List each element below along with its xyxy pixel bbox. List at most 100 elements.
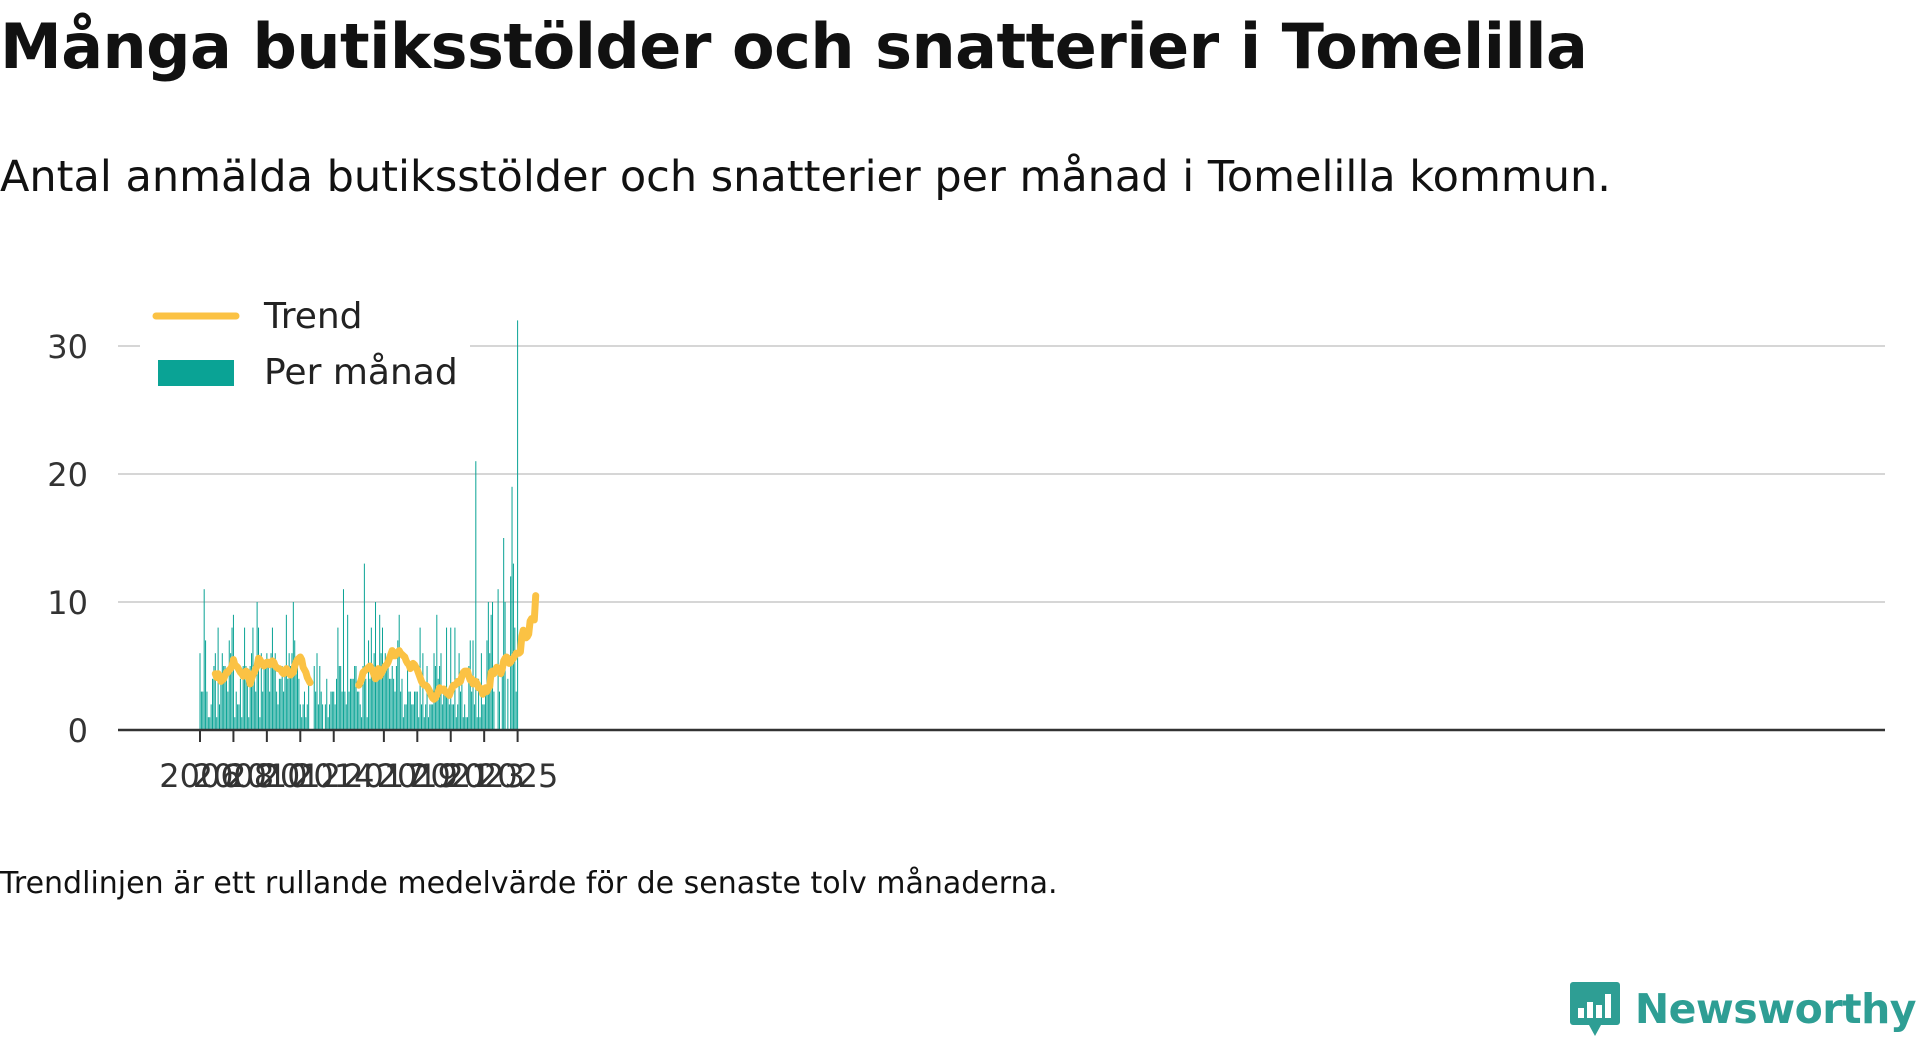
- bar: [205, 640, 207, 730]
- bar: [347, 614, 349, 730]
- bar: [363, 563, 365, 730]
- bar: [331, 691, 333, 730]
- bar: [365, 678, 367, 730]
- bar: [213, 666, 215, 730]
- bar: [395, 666, 397, 730]
- bar: [281, 666, 283, 730]
- bar: [439, 666, 441, 730]
- bar: [264, 666, 266, 730]
- bar: [443, 691, 445, 730]
- bar: [241, 717, 243, 730]
- bar: [375, 602, 377, 730]
- bar: [330, 691, 332, 730]
- bar: [262, 691, 264, 730]
- bar: [202, 691, 204, 730]
- bar: [338, 666, 340, 730]
- bar: [291, 653, 293, 730]
- bar: [294, 640, 296, 730]
- bar: [427, 717, 429, 730]
- bar: [319, 666, 321, 730]
- bar: [298, 678, 300, 730]
- bar: [492, 602, 494, 730]
- bar: [451, 704, 453, 730]
- bar: [324, 704, 326, 730]
- bar: [362, 666, 364, 730]
- bar: [216, 717, 218, 730]
- bar: [401, 678, 403, 730]
- bar: [514, 627, 516, 730]
- bar: [510, 576, 512, 730]
- bar: [461, 678, 463, 730]
- bar: [259, 717, 261, 730]
- bar: [373, 653, 375, 730]
- bar: [326, 678, 328, 730]
- chart: 0 10 20 30 200620082010201220142017201920212…: [47, 285, 1885, 795]
- bar: [207, 717, 209, 730]
- bar: [411, 704, 413, 730]
- bar: [400, 691, 402, 730]
- bar: [457, 704, 459, 730]
- bar: [342, 589, 344, 730]
- bar: [381, 627, 383, 730]
- bar: [255, 691, 257, 730]
- bar: [453, 704, 455, 730]
- bar: [263, 666, 265, 730]
- bar: [258, 627, 260, 730]
- bar: [349, 678, 351, 730]
- x-tick-label: 2010: [226, 757, 307, 795]
- x-tick-label: 2017: [343, 757, 424, 795]
- bar: [432, 704, 434, 730]
- y-tick-label: 20: [47, 456, 88, 494]
- bar: [242, 666, 244, 730]
- bar: [260, 653, 262, 730]
- legend: Trend Per månad: [140, 285, 470, 395]
- bar: [393, 678, 395, 730]
- bar: [302, 704, 304, 730]
- bar: [317, 704, 319, 730]
- bar: [404, 704, 406, 730]
- bar: [313, 666, 315, 730]
- trend-line: [211, 592, 540, 703]
- bar: [383, 666, 385, 730]
- bar: [199, 653, 201, 730]
- bar: [228, 640, 230, 730]
- bar: [225, 678, 227, 730]
- bar: [436, 614, 438, 730]
- bar: [447, 691, 449, 730]
- x-tick-label: 2014: [293, 757, 374, 795]
- bar: [471, 691, 473, 730]
- bar: [376, 666, 378, 730]
- bar: [517, 320, 519, 730]
- bar: [245, 666, 247, 730]
- bar: [369, 678, 371, 730]
- bar: [234, 717, 236, 730]
- x-tick-label: 2025: [477, 757, 558, 795]
- bar: [276, 691, 278, 730]
- bar: [334, 704, 336, 730]
- bar: [370, 627, 372, 730]
- bar: [498, 691, 500, 730]
- bar: [274, 653, 276, 730]
- bar: [479, 717, 481, 730]
- bar: [466, 717, 468, 730]
- bar: [315, 691, 317, 730]
- y-tick-label: 10: [47, 584, 88, 622]
- bar: [348, 691, 350, 730]
- x-tick-label: 2023: [443, 757, 524, 795]
- bar: [377, 666, 379, 730]
- bar: [512, 563, 514, 730]
- bar: [412, 704, 414, 730]
- bar: [333, 691, 335, 730]
- bar: [384, 653, 386, 730]
- bar: [299, 704, 301, 730]
- bar: [210, 704, 212, 730]
- bar: [273, 666, 275, 730]
- bar: [337, 627, 339, 730]
- bar: [203, 589, 205, 730]
- bar: [305, 717, 307, 730]
- bar: [287, 678, 289, 730]
- bar: [301, 717, 303, 730]
- bar: [223, 666, 225, 730]
- bar: [271, 627, 273, 730]
- bar: [224, 666, 226, 730]
